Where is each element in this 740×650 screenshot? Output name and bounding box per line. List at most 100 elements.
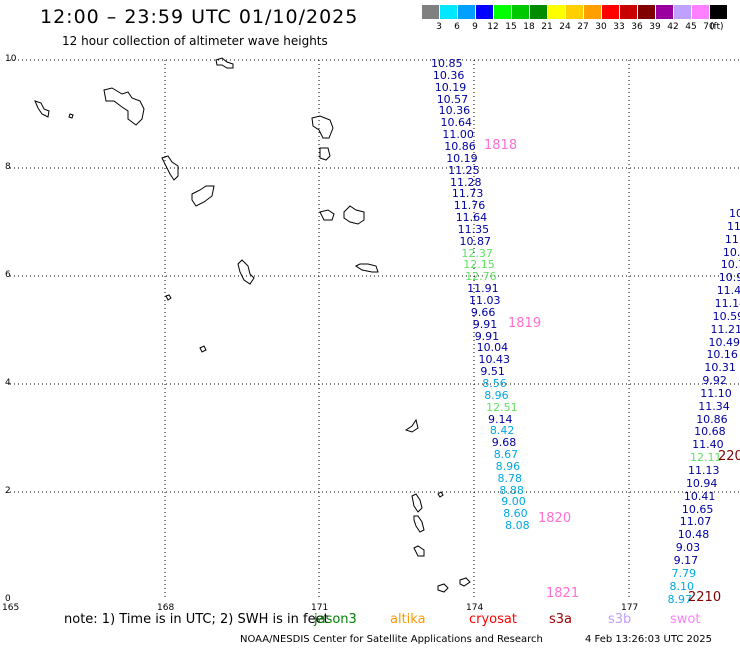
island-outline (237, 259, 255, 285)
swh-observation: 8.67 (493, 448, 519, 462)
pass-time-label: 1819 (508, 316, 542, 331)
swh-observation: 10. (722, 245, 740, 259)
map-title: 12:00 – 23:59 UTC 01/10/2025 (40, 6, 359, 28)
pass-time-label: 1818 (484, 138, 518, 153)
swh-observation: 11.14 (714, 296, 740, 310)
swh-observation: 10.59 (712, 309, 740, 323)
island-outline (319, 209, 335, 221)
satellite-label: s3b (608, 612, 632, 627)
island-outline (437, 583, 449, 593)
swh-observation: 11.25 (448, 163, 480, 177)
swh-observation: 10.9 (718, 271, 740, 285)
swh-observation: 11.45 (716, 284, 740, 298)
swh-observation: 8.08 (505, 519, 530, 533)
legend-label: 15 (505, 22, 517, 32)
swh-observation: 10.85 (431, 57, 463, 70)
swh-observation: 10.43 (478, 353, 511, 367)
swh-observation: 10.04 (476, 341, 509, 355)
swh-observation: 9.00 (501, 495, 526, 509)
lat-lon-grid (10, 59, 740, 600)
swh-observation: 11.03 (469, 294, 501, 307)
y-tick-label: 0 (5, 594, 11, 604)
legend-label: 6 (454, 22, 460, 32)
island-outline (311, 115, 334, 139)
swh-observation: 11.35 (457, 222, 490, 236)
legend-swatch (548, 5, 565, 19)
island-outline (191, 185, 215, 207)
island-outline (411, 493, 423, 513)
swh-observation: 12.37 (461, 246, 493, 260)
swh-observation: 10.86 (696, 412, 728, 426)
legend-swatch (530, 5, 547, 19)
island-outline (199, 345, 207, 353)
swh-observation: 9.91 (474, 329, 500, 343)
island-outline (103, 87, 145, 126)
swh-observation: 11.64 (455, 211, 488, 225)
legend-swatch (566, 5, 583, 19)
legend-label: 27 (577, 22, 589, 32)
swh-observation: 8.78 (497, 471, 523, 485)
island-outline (459, 577, 471, 587)
swh-observation: 10.36 (432, 68, 465, 82)
legend-swatch (620, 5, 637, 19)
swh-observation: 10.68 (694, 425, 726, 439)
island-outline (161, 155, 179, 181)
island-outline (34, 100, 50, 118)
swh-observation: 11.10 (700, 386, 732, 400)
legend-swatch (440, 5, 457, 19)
swh-observation: 12.15 (463, 258, 495, 272)
legend-label: 45 (685, 22, 697, 32)
swh-observation: 10.7 (720, 258, 740, 272)
legend-label: 42 (667, 22, 679, 32)
swh-observation: 10.41 (683, 489, 716, 503)
swh-observation: 10.16 (706, 348, 738, 362)
legend-swatch (476, 5, 493, 19)
swh-observation: 10.19 (446, 151, 478, 165)
swh-observation: 11.21 (710, 322, 740, 336)
satellite-label: s3a (549, 612, 573, 627)
swh-observation: 8.97 (667, 592, 693, 606)
swh-observation: 10.57 (436, 92, 469, 106)
swh-observation: 12.51 (486, 400, 518, 414)
swh-observation: 10 (729, 207, 740, 220)
swh-observation: 9.91 (472, 317, 498, 331)
swh-observation: 8.96 (484, 388, 509, 402)
swh-observation: 10.87 (459, 234, 492, 248)
legend-swatch (692, 5, 709, 19)
swh-observation: 8.10 (669, 579, 695, 593)
satellite-label: altika (390, 612, 426, 627)
island-outline (343, 205, 365, 225)
swh-observation: 10.36 (438, 104, 471, 118)
swh-observation: 10.49 (708, 335, 740, 349)
x-tick-label: 171 (311, 603, 329, 613)
swh-observation: 11. (726, 219, 740, 233)
y-tick-label: 2 (5, 486, 11, 496)
island-outline (165, 294, 172, 301)
swh-observation: 9.17 (673, 553, 699, 567)
island-outline (355, 263, 379, 273)
legend-swatch (638, 5, 655, 19)
x-tick-label: 177 (621, 603, 639, 613)
swh-observation: 8.96 (495, 459, 521, 473)
island-outline (319, 147, 331, 161)
coastlines (34, 57, 471, 593)
footer-note: note: 1) Time is in UTC; 2) SWH is in fe… (64, 612, 329, 627)
legend-swatch (494, 5, 511, 19)
swh-observation: 10.31 (704, 361, 736, 375)
swh-observation: 11.07 (679, 515, 712, 529)
y-tick-label: 6 (5, 270, 11, 280)
island-outline (413, 545, 425, 557)
generation-timestamp: 4 Feb 13:26:03 UTC 2025 (585, 634, 712, 645)
swh-observation: 8.42 (489, 424, 515, 438)
island-outline (404, 418, 419, 433)
swh-observation: 9.14 (488, 412, 513, 426)
legend-label: 21 (541, 22, 553, 32)
swh-observation: 8.88 (499, 483, 524, 497)
legend-label: 33 (613, 22, 625, 32)
swh-observation: 11.40 (692, 438, 724, 452)
legend-swatch (458, 5, 475, 19)
swh-observation: 11.00 (442, 128, 474, 142)
swh-observation: 7.79 (671, 566, 697, 580)
pass-time-label: 1820 (538, 511, 572, 526)
legend-swatch (656, 5, 673, 19)
